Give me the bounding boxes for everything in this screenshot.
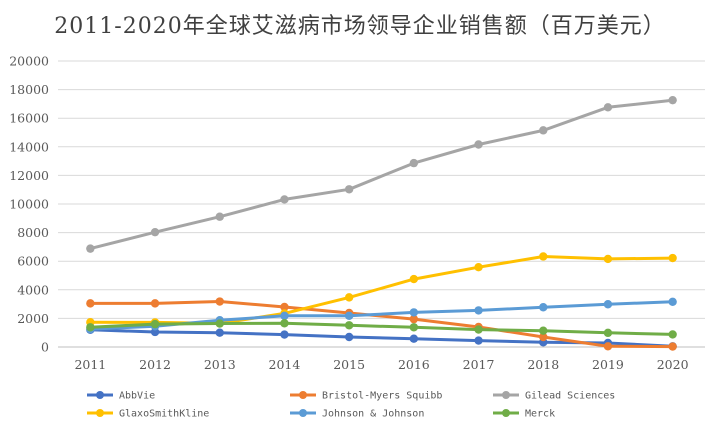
data-point (539, 252, 548, 261)
data-point (668, 253, 677, 263)
data-point (409, 158, 419, 168)
data-point (280, 311, 289, 321)
series-line (88, 321, 675, 336)
x-tick-label: 2011 (74, 357, 106, 372)
legend-item: Gilead Sciences (493, 391, 615, 402)
data-point (150, 319, 160, 329)
data-point (409, 274, 419, 284)
x-axis-tick-labels: 2011 2012 2013 2014 2015 2016 2017 2018 2019 2020 (74, 357, 688, 372)
data-point (150, 227, 160, 237)
data-point (668, 342, 677, 351)
data-point (344, 332, 354, 342)
legend-swatch-marker (96, 391, 104, 399)
data-point (603, 328, 613, 338)
legend-item: AbbVie (87, 391, 155, 402)
data-point (86, 299, 95, 308)
data-point (344, 293, 354, 302)
y-tick-label: 6000 (17, 254, 49, 269)
x-tick-label: 2013 (204, 357, 236, 372)
x-tick-label: 2020 (657, 357, 689, 372)
data-point (539, 326, 548, 335)
legend-label: Johnson & Johnson (322, 409, 424, 420)
y-tick-label: 4000 (17, 282, 49, 297)
y-tick-label: 20000 (9, 54, 49, 69)
legend-swatch-marker (502, 391, 510, 399)
data-point (474, 306, 483, 315)
legend-swatch-marker (299, 391, 307, 399)
data-point (474, 325, 483, 334)
legend-swatch-marker (502, 409, 510, 417)
data-point (668, 330, 677, 339)
data-point (603, 300, 613, 309)
x-tick-label: 2014 (269, 357, 301, 372)
y-axis-tick-labels: 0 2000 4000 6000 8000 10000 12000 14000 16000 180… (9, 54, 49, 355)
legend-label: Bristol-Myers Squibb (322, 391, 442, 402)
data-point (86, 323, 95, 332)
data-point (539, 332, 548, 342)
data-point (280, 319, 289, 328)
x-tick-label: 2018 (527, 357, 559, 372)
x-tick-label: 2019 (592, 357, 624, 372)
data-point (150, 299, 160, 308)
data-point (215, 212, 224, 221)
legend-label: Gilead Sciences (525, 391, 615, 402)
data-point (344, 321, 354, 330)
data-point (409, 308, 419, 317)
data-point (215, 297, 224, 306)
legend-item: Bristol-Myers Squibb (290, 391, 442, 402)
y-tick-label: 18000 (9, 82, 49, 97)
data-point (668, 95, 677, 105)
data-point (344, 311, 354, 321)
y-tick-label: 0 (41, 340, 49, 355)
x-tick-label: 2016 (398, 357, 430, 372)
data-point (86, 244, 95, 253)
y-tick-label: 14000 (9, 139, 49, 154)
y-tick-label: 16000 (9, 111, 49, 126)
data-point (603, 103, 613, 112)
data-point (215, 328, 224, 337)
chart-title: 2011-2020年全球艾滋病市场领导企业销售额（百万美元） (54, 14, 666, 39)
legend-item: GlaxoSmithKline (87, 409, 209, 420)
y-tick-label: 8000 (17, 225, 49, 240)
data-point (539, 303, 548, 312)
x-tick-label: 2017 (463, 357, 495, 372)
legend: AbbVie Bristol-Myers Squibb Gilead Science… (87, 391, 615, 420)
y-tick-label: 2000 (17, 311, 49, 326)
data-point (603, 254, 613, 264)
data-point (409, 323, 419, 332)
data-point (215, 319, 224, 328)
data-point (539, 126, 548, 135)
data-point (474, 336, 483, 345)
data-point (474, 140, 483, 149)
legend-label: AbbVie (119, 391, 155, 402)
data-point (409, 314, 419, 324)
y-tick-label: 12000 (9, 168, 49, 183)
data-point (668, 297, 677, 307)
data-point (280, 195, 289, 204)
legend-item: Merck (493, 409, 555, 420)
legend-swatch-marker (299, 409, 307, 417)
series-merck (86, 319, 677, 339)
data-point (603, 342, 613, 351)
legend-item: Johnson & Johnson (290, 409, 424, 420)
data-point (280, 302, 289, 312)
series-gilead-sciences (86, 95, 677, 253)
data-point (280, 330, 289, 339)
legend-label: Merck (525, 409, 555, 420)
series-lines (86, 95, 677, 351)
data-point (409, 334, 419, 343)
data-point (474, 263, 483, 272)
y-tick-label: 10000 (9, 197, 49, 212)
series-line (88, 98, 675, 251)
x-tick-label: 2015 (333, 357, 365, 372)
x-tick-label: 2012 (139, 357, 171, 372)
legend-swatch-marker (96, 409, 104, 417)
data-point (344, 185, 354, 194)
series-line (88, 300, 675, 349)
legend-label: GlaxoSmithKline (119, 409, 209, 420)
